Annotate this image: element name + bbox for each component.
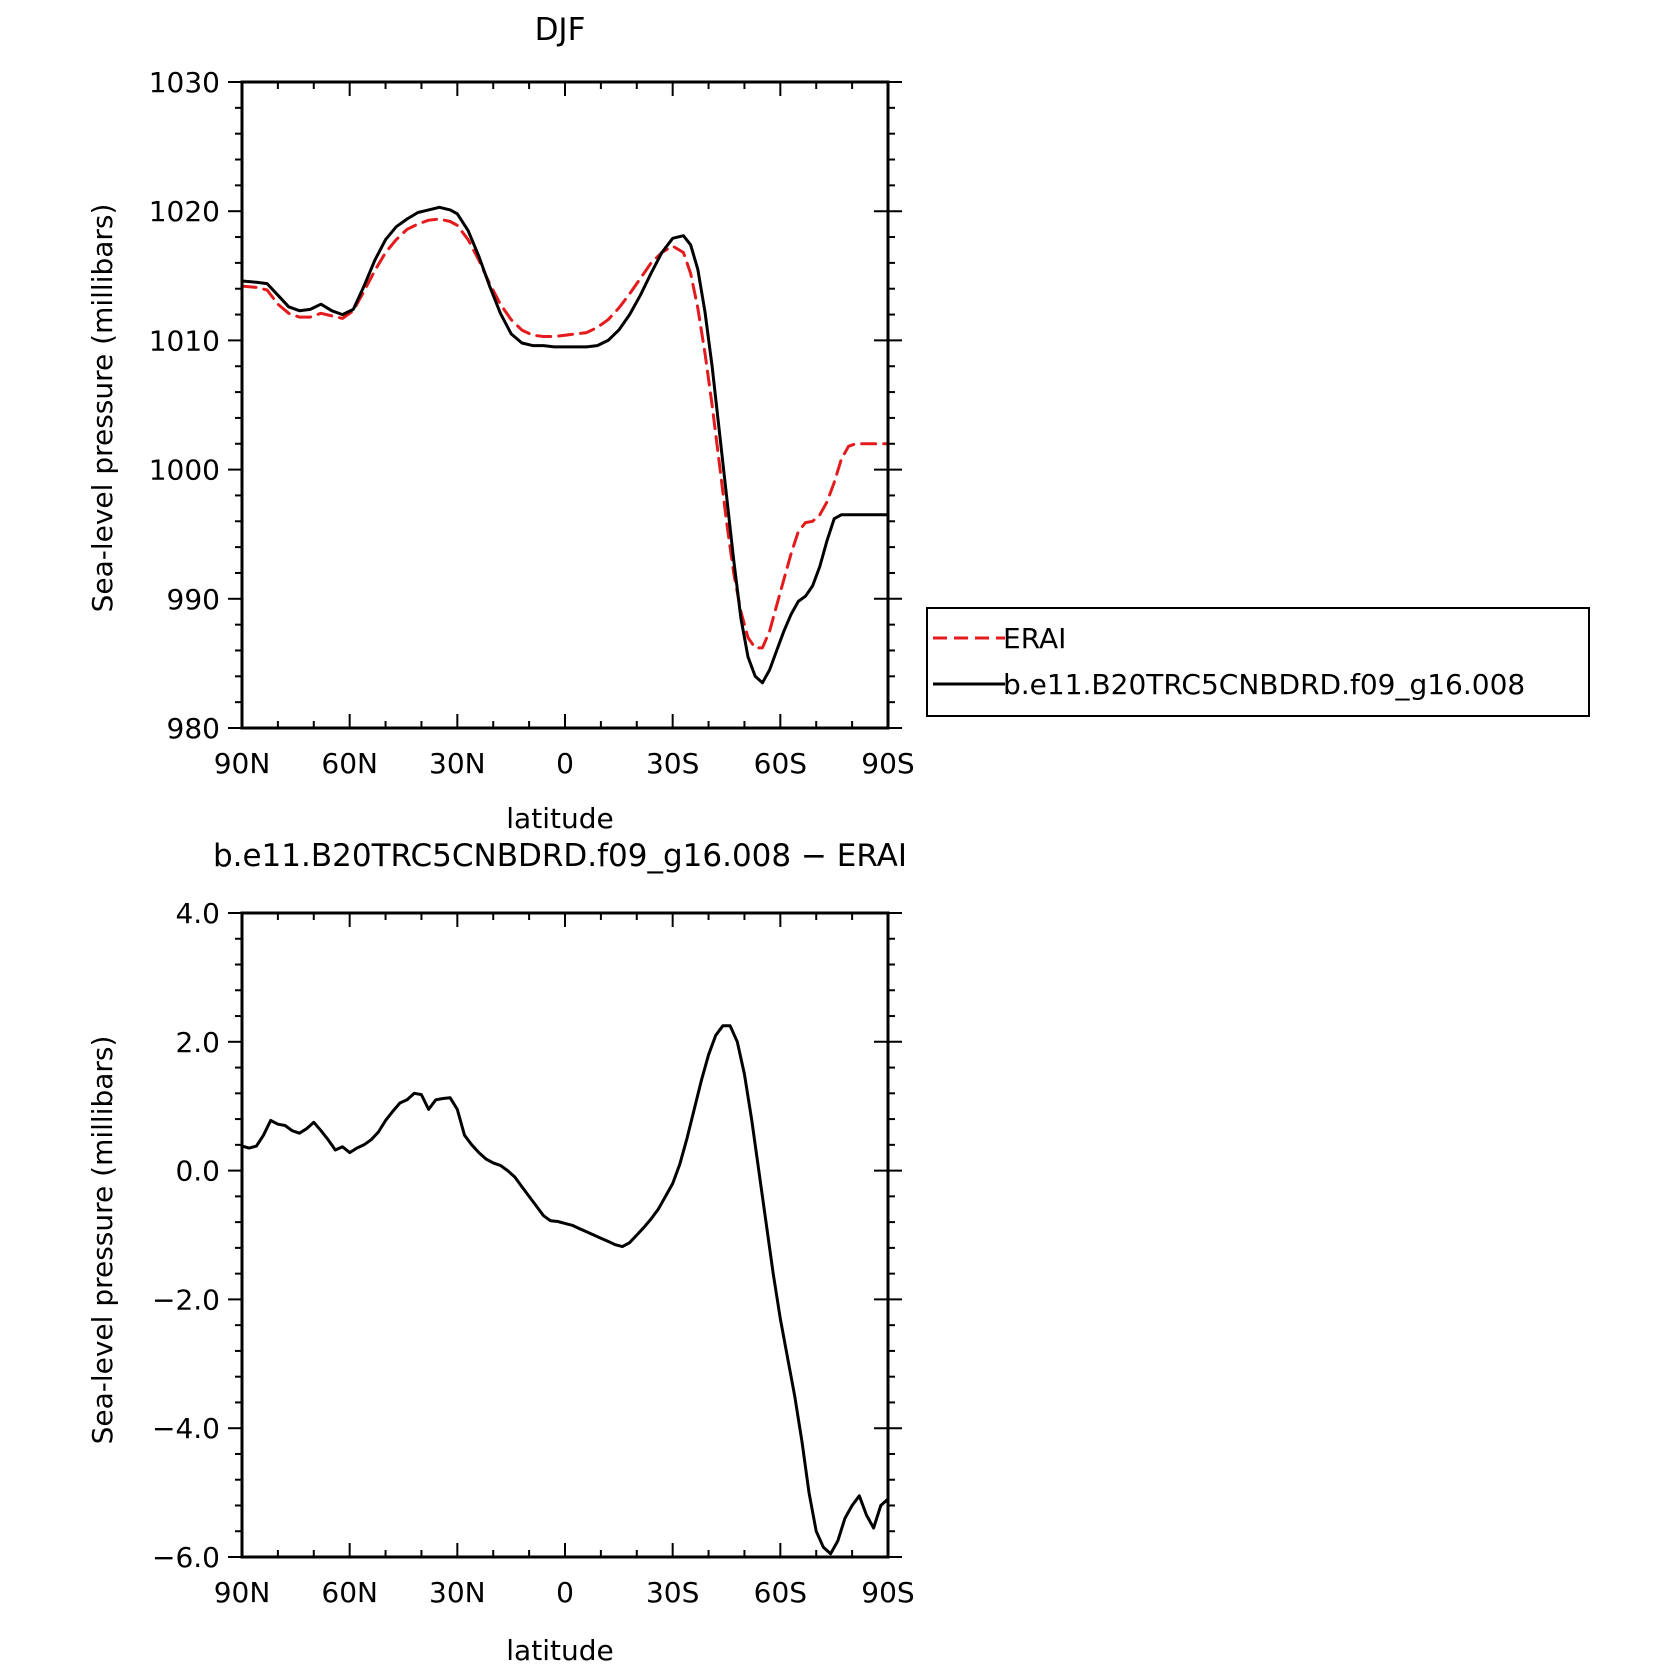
x-tick-label: 0 bbox=[556, 1576, 574, 1609]
y-tick-label: 2.0 bbox=[175, 1026, 220, 1059]
x-tick-label: 0 bbox=[556, 747, 574, 780]
top-ticks: 90N 60N 30N 0 30S 60S 90S 980 990 1000 1010 1020 103… bbox=[149, 66, 915, 780]
y-tick-label: 4.0 bbox=[175, 897, 220, 930]
bottom-series-lines bbox=[240, 1024, 890, 1556]
top-x-axis-label: latitude bbox=[506, 802, 613, 835]
legend-label-model: b.e11.B20TRC5CNBDRD.f09_g16.008 bbox=[1003, 668, 1525, 701]
series-line-0-0 bbox=[240, 217, 890, 650]
x-tick-label: 60N bbox=[321, 747, 378, 780]
series-line-1-0 bbox=[240, 1024, 890, 1556]
y-tick-label: −4.0 bbox=[152, 1412, 220, 1445]
x-tick-label: 90N bbox=[214, 1576, 271, 1609]
top-y-axis-label: Sea-level pressure (millibars) bbox=[86, 204, 119, 613]
y-tick-label: 1020 bbox=[149, 195, 220, 228]
top-chart-title: DJF bbox=[535, 12, 586, 48]
x-tick-label: 30S bbox=[646, 1576, 699, 1609]
bottom-plot-frame bbox=[240, 911, 890, 1559]
x-tick-label: 30N bbox=[429, 747, 486, 780]
y-tick-label: −2.0 bbox=[152, 1283, 220, 1316]
y-tick-label: 1010 bbox=[149, 324, 220, 357]
x-tick-label: 60S bbox=[754, 1576, 807, 1609]
bottom-y-axis-label: Sea-level pressure (millibars) bbox=[86, 1036, 119, 1445]
legend-label-erai: ERAI bbox=[1003, 622, 1066, 655]
x-tick-label: 90S bbox=[861, 747, 914, 780]
y-tick-label: 1000 bbox=[149, 454, 220, 487]
top-plot-frame bbox=[240, 80, 890, 730]
x-tick-label: 30N bbox=[429, 1576, 486, 1609]
legend: ERAI b.e11.B20TRC5CNBDRD.f09_g16.008 bbox=[926, 607, 1590, 717]
y-tick-label: 0.0 bbox=[175, 1155, 220, 1188]
series-line-0-1 bbox=[240, 205, 890, 685]
legend-box bbox=[926, 607, 1590, 717]
bottom-chart-title: b.e11.B20TRC5CNBDRD.f09_g16.008 − ERAI bbox=[213, 838, 907, 874]
top-panel: DJF latitude Sea-level pressure (milliba… bbox=[86, 12, 915, 835]
bottom-ticks: 90N 60N 30N 0 30S 60S 90S −6.0 −4.0 −2.0 0.0 2.0 4.0 bbox=[152, 897, 915, 1609]
bottom-x-axis-label: latitude bbox=[506, 1634, 613, 1667]
x-tick-label: 60N bbox=[321, 1576, 378, 1609]
top-series-lines bbox=[240, 205, 890, 685]
y-tick-label: −6.0 bbox=[152, 1541, 220, 1574]
y-tick-label: 990 bbox=[167, 583, 220, 616]
x-tick-label: 30S bbox=[646, 747, 699, 780]
y-tick-label: 980 bbox=[167, 712, 220, 745]
x-tick-label: 90S bbox=[861, 1576, 914, 1609]
bottom-panel: b.e11.B20TRC5CNBDRD.f09_g16.008 − ERAI l… bbox=[86, 838, 915, 1667]
x-tick-label: 90N bbox=[214, 747, 271, 780]
y-tick-label: 1030 bbox=[149, 66, 220, 99]
x-tick-label: 60S bbox=[754, 747, 807, 780]
